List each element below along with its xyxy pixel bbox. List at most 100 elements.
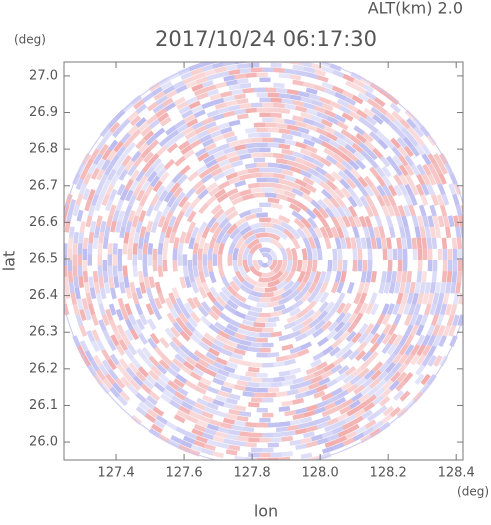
echo-cell (380, 413, 393, 425)
echo-cell (300, 62, 313, 68)
echo-cell (406, 270, 413, 283)
echo-cell (214, 66, 227, 74)
echo-cell (149, 332, 161, 345)
echo-cell (237, 253, 243, 267)
echo-cell (119, 118, 131, 130)
echo-cell (302, 154, 315, 164)
echo-cell (381, 165, 392, 178)
echo-cell (451, 271, 458, 283)
echo-cell (90, 167, 100, 180)
echo-cell (194, 147, 207, 158)
echo-cell (294, 157, 307, 166)
echo-cell (437, 215, 445, 228)
echo-cell (302, 117, 315, 126)
echo-cell (135, 170, 146, 183)
echo-cell (238, 209, 252, 219)
echo-cell (96, 339, 106, 352)
echo-cell (379, 113, 391, 125)
echo-cell (332, 260, 338, 272)
echo-cell (132, 242, 139, 255)
echo-cell (374, 215, 383, 228)
echo-cell (312, 327, 324, 339)
echo-cell (101, 359, 112, 372)
echo-cell (439, 303, 448, 316)
echo-cell (185, 80, 198, 89)
echo-cell (150, 194, 160, 207)
echo-cell (365, 302, 374, 315)
echo-cell (355, 85, 367, 95)
echo-cell (206, 88, 219, 97)
echo-cell (171, 336, 183, 348)
echo-cell (159, 393, 172, 404)
echo-cell (88, 231, 95, 244)
echo-cell (273, 117, 285, 124)
echo-cell (403, 303, 411, 316)
echo-cell (319, 226, 329, 239)
echo-cell (149, 298, 158, 311)
echo-cell (332, 248, 338, 260)
echo-cell (424, 226, 431, 239)
echo-cell (327, 320, 339, 332)
echo-cell (360, 149, 372, 161)
echo-cell (208, 323, 221, 334)
echo-cell (90, 340, 100, 353)
echo-cell (171, 287, 180, 300)
echo-cell (452, 215, 460, 228)
echo-cell (194, 231, 203, 244)
echo-cell (429, 281, 437, 294)
echo-cell (169, 231, 177, 244)
echo-cell (397, 204, 406, 217)
echo-cell (346, 281, 355, 295)
echo-cell (398, 173, 409, 186)
echo-cell (432, 335, 442, 348)
echo-cell (132, 265, 139, 278)
echo-cell (337, 144, 350, 156)
echo-cell (213, 208, 225, 220)
echo-cell (281, 400, 294, 407)
echo-cell (197, 260, 203, 272)
echo-cell (145, 303, 155, 316)
echo-cell (152, 180, 163, 193)
echo-cell (364, 419, 377, 430)
echo-cell (297, 385, 310, 394)
echo-cell (356, 400, 368, 411)
echo-cell (320, 140, 333, 151)
echo-cell (438, 335, 447, 348)
echo-cell (402, 248, 408, 260)
echo-cell (262, 67, 274, 73)
echo-cell (336, 215, 346, 228)
echo-cell (313, 406, 326, 415)
echo-cell (142, 242, 149, 255)
echo-cell (202, 265, 210, 278)
echo-cell (117, 248, 123, 260)
echo-cell (122, 243, 128, 255)
echo-cell (130, 414, 143, 426)
echo-cell (370, 270, 377, 283)
echo-cell (259, 417, 271, 423)
echo-cell (143, 151, 154, 164)
echo-cell (374, 387, 386, 398)
echo-cell (175, 191, 186, 204)
echo-cell (76, 209, 84, 222)
echo-cell (347, 215, 357, 228)
x-tick-label: 128.0 (302, 466, 339, 481)
echo-cell (182, 435, 195, 445)
echo-cell (331, 338, 343, 349)
echo-cell (109, 121, 121, 134)
echo-cell (341, 421, 354, 431)
echo-cell (228, 372, 241, 380)
echo-cell (305, 108, 318, 116)
echo-cell (295, 141, 308, 150)
echo-cell (331, 403, 344, 413)
echo-cell (273, 137, 286, 144)
echo-cell (393, 334, 403, 347)
echo-cell (270, 217, 283, 226)
echo-cell (324, 402, 337, 411)
echo-cell (91, 194, 100, 207)
echo-cell (144, 166, 155, 178)
echo-cell (308, 93, 321, 101)
echo-cell (324, 109, 337, 118)
echo-cell (341, 398, 354, 408)
echo-cell (72, 204, 80, 217)
echo-cell (346, 321, 358, 334)
